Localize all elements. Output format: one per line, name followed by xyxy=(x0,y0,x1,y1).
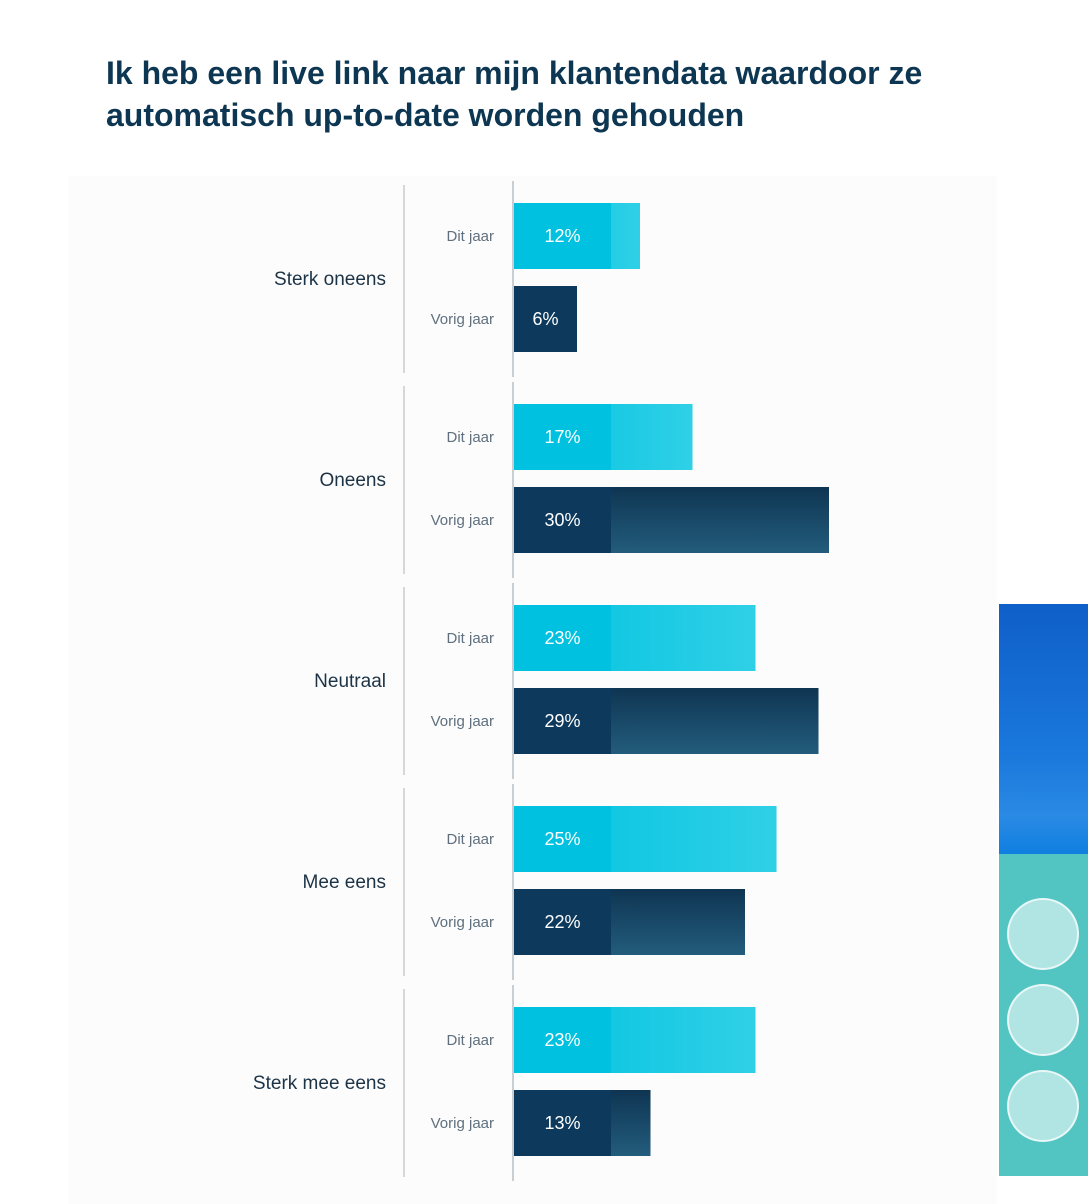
category-label: Sterk oneens xyxy=(274,269,386,290)
value-label: 17% xyxy=(544,427,580,447)
value-label: 30% xyxy=(544,510,580,530)
chart-panel: Sterk oneens Dit jaar 12% Vorig jaar 6% Oneen… xyxy=(68,176,997,1204)
bar-solid-segment xyxy=(514,487,611,553)
value-label: 25% xyxy=(544,829,580,849)
category-label: Sterk mee eens xyxy=(253,1073,386,1094)
value-label: 23% xyxy=(544,1030,580,1050)
series-label: Vorig jaar xyxy=(431,713,494,730)
value-label: 23% xyxy=(544,628,580,648)
bar-solid-segment xyxy=(514,605,611,671)
chart-title: Ik heb een live link naar mijn klantenda… xyxy=(106,55,923,133)
bar-solid-segment xyxy=(514,688,611,754)
bar-solid-segment xyxy=(514,1090,611,1156)
value-label: 29% xyxy=(544,711,580,731)
series-label: Dit jaar xyxy=(446,228,494,245)
value-label: 22% xyxy=(544,912,580,932)
bar-solid-segment xyxy=(514,806,611,872)
series-label: Vorig jaar xyxy=(431,914,494,931)
series-label: Vorig jaar xyxy=(431,512,494,529)
decorative-circle-icon xyxy=(1007,1070,1079,1142)
category-label: Neutraal xyxy=(314,671,386,692)
decorative-blue-band xyxy=(999,604,1088,854)
bar-chart: Sterk oneens Dit jaar 12% Vorig jaar 6% Oneen… xyxy=(253,181,829,1181)
bar-solid-segment xyxy=(514,1007,611,1073)
decorative-circle-icon xyxy=(1007,984,1079,1056)
value-label: 6% xyxy=(532,309,558,329)
bar-solid-segment xyxy=(514,286,577,352)
series-label: Dit jaar xyxy=(446,429,494,446)
category-label: Oneens xyxy=(319,470,386,491)
decorative-circle-icon xyxy=(1007,898,1079,970)
series-label: Dit jaar xyxy=(446,831,494,848)
bar-solid-segment xyxy=(514,203,611,269)
category-label: Mee eens xyxy=(303,872,386,893)
decorative-side-graphic xyxy=(999,604,1088,1176)
value-label: 12% xyxy=(544,226,580,246)
series-label: Vorig jaar xyxy=(431,1115,494,1132)
bar-solid-segment xyxy=(514,889,611,955)
series-label: Dit jaar xyxy=(446,1032,494,1049)
value-label: 13% xyxy=(544,1113,580,1133)
series-label: Dit jaar xyxy=(446,630,494,647)
bar-solid-segment xyxy=(514,404,611,470)
series-label: Vorig jaar xyxy=(431,311,494,328)
